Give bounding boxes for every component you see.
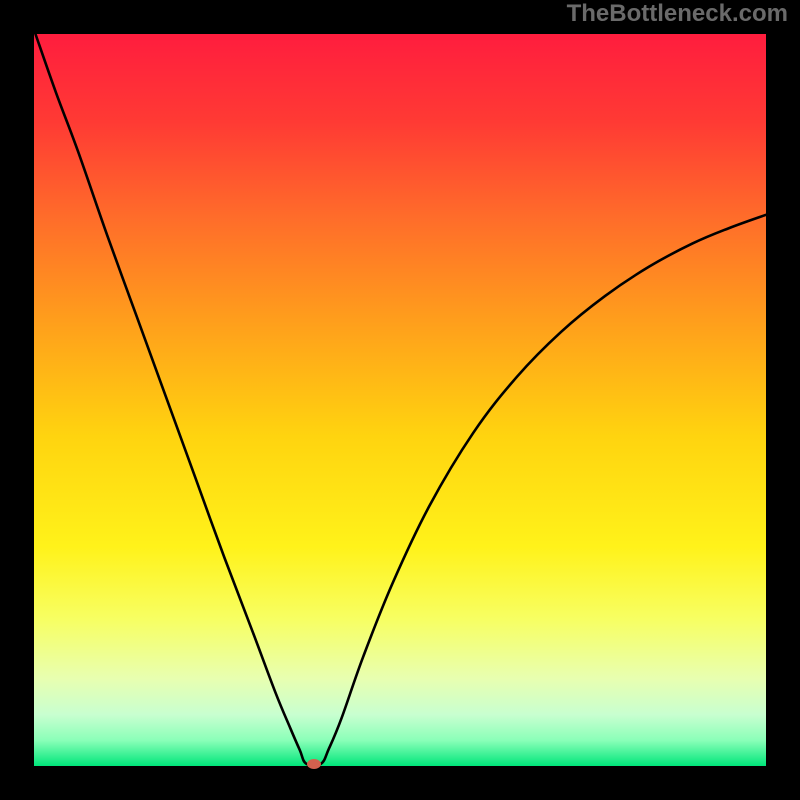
chart-frame: TheBottleneck.com [0, 0, 800, 800]
plot-svg [34, 34, 766, 766]
watermark-text: TheBottleneck.com [567, 0, 788, 28]
optimum-marker [307, 759, 321, 769]
gradient-background [34, 34, 766, 766]
plot-area [34, 34, 766, 766]
